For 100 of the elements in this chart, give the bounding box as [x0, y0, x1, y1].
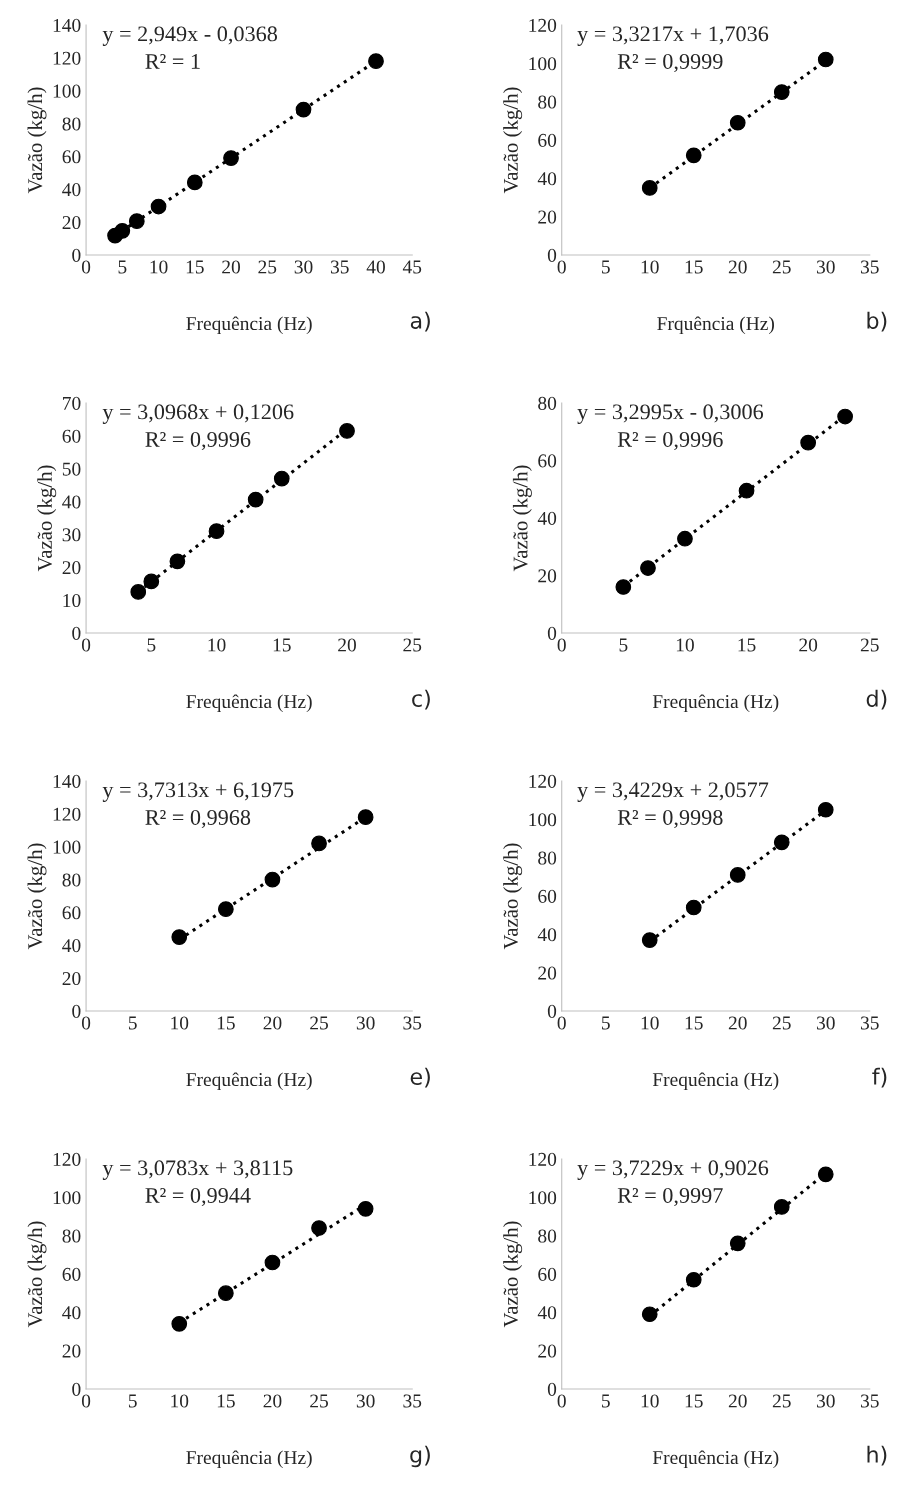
x-tick-label: 30 [356, 1394, 375, 1408]
y-axis-title: Vazão (kg/h) [503, 1221, 523, 1328]
y-tick-label: 100 [529, 813, 557, 827]
annotation: y = 3,2995x - 0,3006 [577, 404, 764, 424]
point [729, 867, 746, 883]
x-tick-label: 30 [816, 1394, 835, 1408]
x-tick-label: 5 [128, 1016, 137, 1030]
annotation: R² = 0,9998 [617, 809, 723, 829]
x-tick-label: 25 [772, 260, 791, 274]
y-tick-label: 120 [53, 51, 81, 65]
x-tick-label: 25 [258, 260, 277, 274]
y-axis-title: Vazão (kg/h) [27, 843, 47, 950]
x-axis-title: Frequência (Hz) [652, 694, 779, 713]
point [800, 434, 817, 451]
x-tick-label: 40 [366, 260, 385, 274]
text: c) [412, 689, 430, 710]
point [264, 871, 281, 888]
annotation: R² = 0,9944 [145, 1187, 251, 1207]
y-tick-label: 80 [538, 396, 557, 410]
point [738, 482, 755, 499]
point [773, 834, 790, 851]
y-tick-label: 60 [62, 150, 81, 164]
x-tick-label: 10 [150, 260, 168, 274]
y-tick-label: 0 [72, 1382, 81, 1396]
x-tick-label: 25 [772, 1016, 791, 1030]
point [817, 51, 834, 68]
x-tick-label: 0 [81, 1394, 91, 1408]
y-tick-label: 20 [538, 569, 557, 583]
point [247, 491, 264, 508]
y-tick-label: 100 [529, 1191, 557, 1205]
point [677, 530, 693, 547]
annotation: y = 3,0968x + 0,1206 [102, 404, 294, 424]
x-tick-label: 0 [557, 1016, 566, 1030]
x-tick-label: 35 [860, 1394, 879, 1408]
x-tick-label: 30 [356, 1016, 375, 1030]
y-tick-label: 80 [62, 873, 81, 887]
annotation: y = 3,4229x + 2,0577 [577, 782, 769, 802]
y-tick-label: 40 [537, 1306, 557, 1320]
point [130, 584, 147, 600]
y-tick-label: 120 [53, 807, 81, 821]
x-tick-label: 20 [263, 1016, 282, 1030]
y-tick-label: 0 [547, 1382, 557, 1396]
point [295, 101, 312, 118]
y-tick-label: 100 [53, 84, 81, 98]
x-tick-label: 15 [273, 638, 291, 652]
x-tick-label: 20 [728, 1016, 747, 1030]
y-tick-label: 140 [53, 774, 81, 788]
text: d) [866, 689, 887, 710]
x-tick-label: 15 [685, 260, 703, 274]
point [773, 1199, 790, 1215]
y-tick-label: 40 [62, 183, 81, 197]
point [311, 1220, 327, 1236]
point [264, 1254, 281, 1271]
x-tick-label: 30 [294, 260, 313, 274]
y-tick-label: 40 [537, 928, 557, 942]
point [640, 560, 656, 576]
y-tick-label: 20 [62, 561, 81, 575]
y-tick-label: 20 [538, 1344, 557, 1358]
y-tick-label: 20 [62, 971, 81, 986]
x-tick-label: 35 [403, 1394, 422, 1408]
point [729, 1235, 746, 1252]
point [729, 114, 746, 131]
point [311, 835, 327, 852]
y-tick-label: 50 [62, 462, 81, 476]
y-tick-label: 60 [62, 429, 81, 443]
x-tick-label: 15 [738, 638, 756, 652]
point [817, 801, 834, 818]
x-tick-label: 10 [641, 260, 659, 274]
point [208, 523, 225, 540]
x-tick-label: 0 [81, 260, 91, 274]
point [837, 408, 853, 425]
x-tick-label: 25 [310, 1016, 328, 1030]
point [171, 1315, 188, 1332]
y-tick-label: 30 [62, 528, 81, 542]
x-tick-label: 15 [186, 260, 204, 274]
x-axis-title: Frequência (Hz) [186, 1072, 312, 1091]
x-tick-label: 25 [860, 638, 879, 652]
x-tick-label: 10 [641, 1394, 659, 1408]
y-axis-title: Vazão (kg/h) [512, 465, 532, 572]
y-axis-title: Vazão (kg/h) [503, 87, 523, 194]
annotation: R² = 0,9999 [617, 53, 723, 73]
point [114, 222, 131, 239]
y-tick-label: 0 [547, 626, 557, 640]
x-tick-label: 35 [330, 260, 349, 274]
y-tick-label: 120 [53, 1152, 81, 1166]
y-tick-label: 20 [62, 215, 81, 230]
point [357, 809, 374, 826]
point [171, 929, 188, 945]
point [217, 1285, 234, 1302]
text: g) [410, 1445, 430, 1468]
text: e) [410, 1067, 430, 1088]
x-axis-title: Frequência (Hz) [186, 694, 312, 713]
annotation: y = 3,0783x + 3,8115 [102, 1160, 293, 1180]
y-tick-label: 120 [529, 774, 557, 788]
y-tick-label: 40 [537, 511, 557, 525]
x-tick-label: 10 [171, 1016, 189, 1030]
point [641, 932, 658, 948]
x-tick-label: 35 [860, 1016, 879, 1030]
y-tick-label: 40 [62, 939, 81, 953]
x-tick-label: 0 [81, 638, 91, 652]
